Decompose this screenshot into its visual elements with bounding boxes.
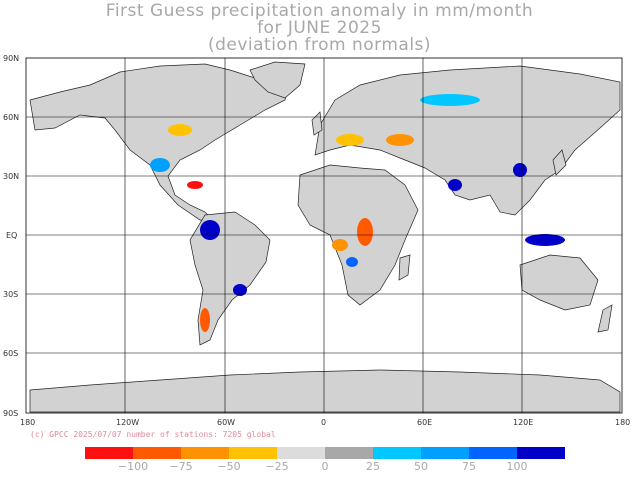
anomaly-patches	[150, 94, 565, 332]
continent-south-america	[189, 211, 271, 346]
anomaly-patch	[336, 134, 364, 146]
anomaly-patch	[200, 308, 210, 332]
anomaly-patch	[332, 239, 348, 251]
legend-swatch	[373, 447, 421, 459]
anomaly-patch	[448, 179, 462, 191]
legend-label: −25	[265, 460, 289, 473]
legend-swatch	[133, 447, 181, 459]
legend-label: −100	[117, 460, 149, 473]
continent-greenland	[249, 61, 306, 99]
lon-label-60e: 60E	[417, 418, 432, 427]
anomaly-patch	[357, 218, 373, 246]
lat-label-90n: 90N	[3, 54, 19, 63]
legend-label: 50	[414, 460, 428, 473]
legend-label: −50	[217, 460, 241, 473]
legend-label: 75	[462, 460, 476, 473]
lat-label-eq: EQ	[6, 231, 17, 240]
title-line-2: for JUNE 2025	[257, 18, 382, 38]
legend-swatch	[277, 447, 325, 459]
legend-label: 100	[506, 460, 528, 473]
legend-swatch	[85, 447, 133, 459]
legend-swatch	[229, 447, 277, 459]
lon-label-180w: 180	[20, 418, 35, 427]
anomaly-patch	[386, 134, 414, 146]
anomaly-patch	[513, 163, 527, 177]
lat-label-60s: 60S	[3, 349, 18, 358]
legend-swatch	[181, 447, 229, 459]
legend-label: −75	[169, 460, 193, 473]
island-new-zealand	[597, 304, 613, 333]
legend-label: 0	[321, 460, 329, 473]
lat-label-30s: 30S	[3, 290, 18, 299]
continent-eurasia	[314, 65, 621, 216]
lon-label-60w: 60W	[217, 418, 235, 427]
island-japan	[552, 149, 567, 176]
anomaly-patch	[525, 234, 565, 246]
anomaly-patch	[168, 124, 192, 136]
color-legend	[85, 447, 565, 459]
anomaly-patch	[187, 181, 203, 189]
title-line-1: First Guess precipitation anomaly in mm/…	[105, 1, 534, 21]
continent-australia	[519, 254, 599, 311]
legend-swatch	[421, 447, 469, 459]
legend-swatch	[325, 447, 373, 459]
title-line-3: (deviation from normals)	[207, 35, 432, 55]
island-madagascar	[398, 254, 411, 281]
legend-label: 25	[366, 460, 380, 473]
legend-swatch	[517, 447, 565, 459]
continent-antarctica	[29, 369, 621, 413]
precipitation-anomaly-map: 90N 60N 30N EQ 30S 60S 90S 180 120W 60W …	[3, 54, 630, 427]
credit-line: (c) GPCC 2025/07/07 number of stations: …	[30, 430, 276, 439]
lat-label-90s: 90S	[3, 409, 18, 418]
lon-label-120w: 120W	[116, 418, 139, 427]
legend-swatch	[469, 447, 517, 459]
lon-label-0: 0	[321, 418, 326, 427]
anomaly-patch	[150, 158, 170, 172]
lat-label-30n: 30N	[3, 172, 19, 181]
lon-label-180e: 180	[615, 418, 630, 427]
lat-label-60n: 60N	[3, 113, 19, 122]
island-british-isles	[311, 111, 323, 136]
lon-label-120e: 120E	[513, 418, 533, 427]
anomaly-patch	[200, 220, 220, 240]
graticule	[26, 58, 622, 413]
anomaly-patch	[420, 94, 480, 106]
anomaly-patch	[346, 257, 358, 267]
legend-labels: −100 −75 −50 −25 0 25 50 75 100	[85, 460, 565, 474]
anomaly-patch	[233, 284, 247, 296]
